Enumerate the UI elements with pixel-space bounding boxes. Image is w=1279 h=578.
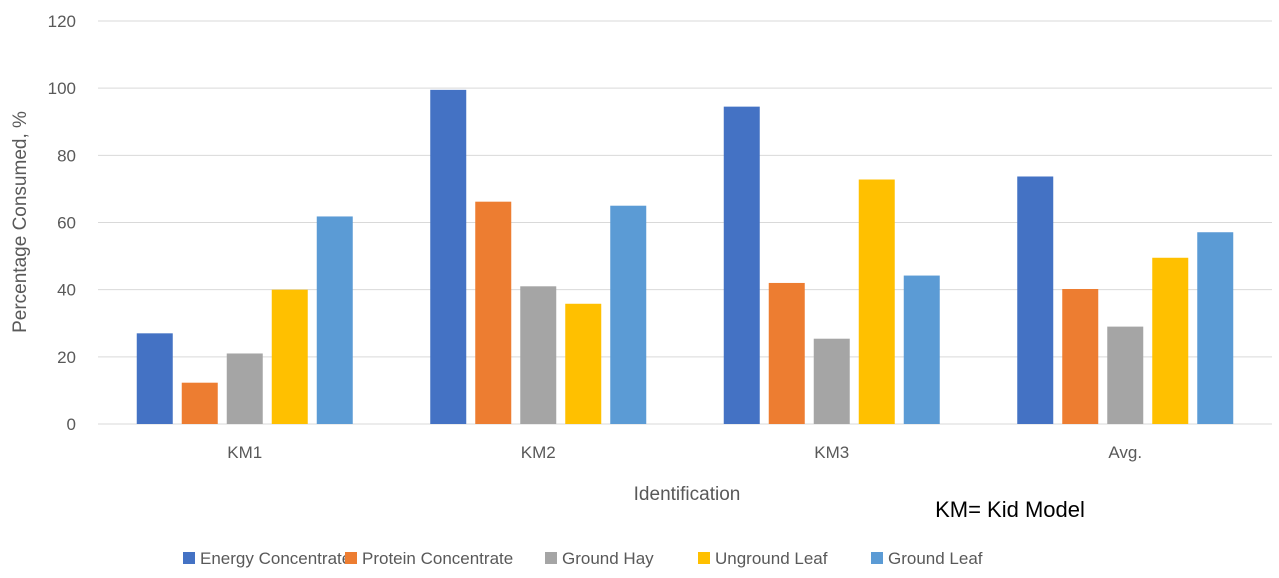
y-tick-label: 0 bbox=[67, 415, 76, 434]
bar-ground-hay-km1 bbox=[226, 353, 263, 424]
bar-unground-leaf-km3 bbox=[858, 179, 895, 424]
bar-ground-hay-km2 bbox=[520, 286, 557, 424]
legend-label: Energy Concentrate bbox=[200, 549, 351, 568]
bar-ground-leaf-km2 bbox=[610, 205, 647, 424]
bar-ground-leaf-avg bbox=[1197, 232, 1234, 424]
bar-ground-hay-avg bbox=[1107, 326, 1144, 424]
bar-energy-concentrate-km1 bbox=[136, 333, 173, 424]
y-tick-label: 120 bbox=[48, 12, 76, 31]
bar-energy-concentrate-km3 bbox=[723, 106, 760, 424]
y-axis-ticks: 0 20 40 60 80 100 120 bbox=[48, 12, 76, 434]
bar-energy-concentrate-km2 bbox=[430, 89, 467, 425]
y-axis-label: Percentage Consumed, % bbox=[10, 111, 31, 333]
x-axis-ticks: KM1 KM2 KM3 Avg. bbox=[227, 443, 1142, 462]
legend-label: Ground Leaf bbox=[888, 549, 983, 568]
legend-label: Ground Hay bbox=[562, 549, 654, 568]
legend: Energy Concentrate Protein Concentrate Gro… bbox=[183, 549, 983, 568]
bar-protein-concentrate-km2 bbox=[475, 201, 512, 424]
legend-swatch bbox=[545, 552, 557, 564]
bar-protein-concentrate-km1 bbox=[181, 382, 218, 424]
bar-ground-leaf-km3 bbox=[903, 275, 940, 424]
y-tick-label: 60 bbox=[57, 214, 76, 233]
y-tick-label: 100 bbox=[48, 79, 76, 98]
bar-unground-leaf-avg bbox=[1152, 257, 1189, 424]
x-axis-label: Identification bbox=[634, 484, 741, 505]
y-tick-label: 40 bbox=[57, 281, 76, 300]
x-tick-label: KM2 bbox=[521, 443, 556, 462]
x-tick-label: KM1 bbox=[227, 443, 262, 462]
legend-swatch bbox=[871, 552, 883, 564]
annotation-note: KM= Kid Model bbox=[935, 497, 1085, 522]
x-tick-label: KM3 bbox=[814, 443, 849, 462]
legend-swatch bbox=[698, 552, 710, 564]
bar-energy-concentrate-avg bbox=[1017, 176, 1054, 424]
legend-label: Unground Leaf bbox=[715, 549, 828, 568]
legend-label: Protein Concentrate bbox=[362, 549, 513, 568]
bar-protein-concentrate-km3 bbox=[768, 282, 805, 424]
bar-ground-leaf-km1 bbox=[316, 216, 353, 424]
bar-protein-concentrate-avg bbox=[1062, 288, 1099, 424]
bars bbox=[136, 89, 1234, 425]
bar-unground-leaf-km2 bbox=[565, 303, 602, 424]
bar-ground-hay-km3 bbox=[813, 338, 850, 424]
legend-swatch bbox=[183, 552, 195, 564]
bar-unground-leaf-km1 bbox=[271, 289, 308, 424]
legend-swatch bbox=[345, 552, 357, 564]
y-tick-label: 20 bbox=[57, 348, 76, 367]
y-tick-label: 80 bbox=[57, 146, 76, 165]
x-tick-label: Avg. bbox=[1108, 443, 1142, 462]
